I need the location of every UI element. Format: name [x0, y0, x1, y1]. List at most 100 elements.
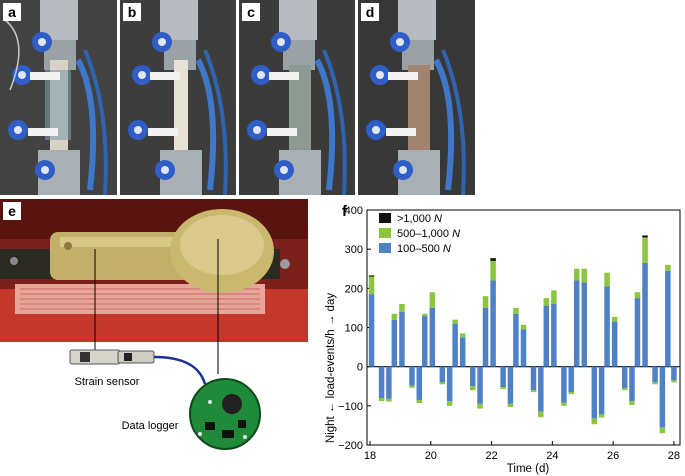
day-bar-segment	[573, 280, 580, 367]
night-bar-segment	[500, 366, 506, 388]
day-bar-segment	[429, 307, 436, 367]
day-bar-segment	[520, 324, 527, 330]
day-bar-segment	[634, 298, 641, 367]
night-bar-segment	[416, 399, 423, 404]
night-bar-segment	[591, 366, 598, 419]
test-rig-photo-c	[239, 0, 355, 195]
night-bar-segment	[386, 398, 392, 402]
day-bar-segment	[581, 282, 588, 367]
day-bar-segment	[459, 337, 466, 367]
y-axis-label: Night ← load-events/h → day	[325, 293, 337, 443]
day-bar-segment	[482, 307, 489, 367]
legend-unit: N	[443, 243, 451, 255]
panel-label-c: c	[242, 3, 260, 21]
day-bar-segment	[604, 286, 610, 367]
day-bar-segment	[543, 298, 550, 306]
x-tick-label: 28	[668, 450, 680, 462]
panel-label-a: a	[3, 3, 21, 21]
photo-panel-e: e	[0, 199, 308, 342]
day-bar-segment	[368, 275, 375, 277]
photo-panel-d: d	[358, 0, 475, 195]
night-bar-segment	[386, 366, 392, 399]
x-tick-label: 24	[546, 450, 558, 462]
test-rig-photo-b	[120, 0, 236, 195]
y-tick-label: 300	[345, 244, 363, 256]
night-bar-segment	[568, 392, 574, 395]
night-bar-segment	[530, 366, 537, 391]
day-bar-segment	[368, 276, 375, 295]
day-bar-segment	[391, 313, 398, 320]
night-bar-segment	[507, 366, 514, 404]
day-bar-segment	[513, 313, 519, 367]
day-bar-segment	[634, 292, 641, 299]
night-bar-segment	[629, 366, 635, 402]
day-bar-segment	[421, 315, 428, 367]
y-tick-label: 400	[345, 205, 363, 217]
day-bar-segment	[604, 272, 610, 287]
night-bar-segment	[598, 414, 605, 418]
legend-label: >1,000 N	[397, 213, 442, 225]
night-bar-segment	[409, 366, 415, 386]
night-bar-segment	[591, 418, 598, 425]
night-bar-segment	[538, 366, 544, 412]
day-bar-segment	[399, 304, 405, 312]
night-bar-segment	[659, 366, 666, 428]
night-bar-segment	[477, 403, 483, 409]
data-logger-label: Data logger	[122, 420, 179, 432]
night-bar-segment	[561, 402, 567, 406]
legend-label: 500–1,000 N	[397, 228, 460, 240]
night-bar-segment	[446, 366, 453, 402]
test-rig-photo-a	[0, 0, 117, 195]
photo-panel-b: b	[120, 0, 236, 195]
y-tick-label: −100	[338, 401, 363, 413]
legend-unit: N	[434, 213, 442, 225]
night-bar-segment	[671, 366, 677, 381]
x-tick-label: 18	[364, 450, 376, 462]
load-events-chart: −200 −100 0 100 200 300 400 18 20 22 24 26 28 >1,000…	[325, 205, 681, 475]
night-bar-segment	[598, 366, 605, 415]
sensor-cable	[153, 355, 207, 385]
night-bar-segment	[629, 401, 635, 406]
night-bar-segment	[409, 385, 415, 388]
night-bar-segment	[568, 366, 574, 393]
night-bar-segment	[652, 366, 658, 383]
panel-label-d: d	[361, 3, 379, 21]
night-bar-segment	[621, 366, 628, 389]
night-bar-segment	[439, 366, 446, 383]
legend-swatch	[379, 213, 391, 223]
day-bar-segment	[543, 305, 550, 367]
day-bar-segment	[551, 290, 557, 304]
day-bar-segment	[399, 311, 405, 367]
y-tick-label: −200	[338, 440, 363, 452]
strain-sensor	[69, 349, 155, 365]
photo-panel-c: c	[239, 0, 355, 195]
day-bar-segment	[520, 329, 527, 367]
x-tick-label: 26	[607, 450, 619, 462]
y-tick-label: 200	[345, 283, 363, 295]
implant-photo	[0, 199, 308, 342]
day-bar-segment	[490, 260, 496, 281]
night-bar-segment	[446, 401, 453, 406]
night-bar-segment	[439, 382, 446, 385]
night-bar-segment	[470, 366, 476, 387]
photo-panel-a: a	[0, 0, 117, 195]
data-logger-board	[189, 378, 261, 450]
day-bar-segment	[452, 319, 458, 324]
y-tick-label: 100	[345, 323, 363, 335]
day-bar-segment	[573, 268, 580, 281]
night-bar-segment	[470, 386, 476, 391]
sensor-diagram: Strain sensor Data logger	[69, 342, 261, 450]
y-tick-label: 0	[357, 362, 363, 374]
x-axis-label: Time (d)	[507, 463, 550, 475]
day-bar-segment	[642, 235, 648, 238]
day-bar-segment	[459, 333, 466, 338]
night-bar-segment	[530, 390, 537, 393]
panel-label-b: b	[123, 3, 141, 21]
legend-swatch	[379, 243, 391, 253]
strain-sensor-label: Strain sensor	[75, 376, 140, 388]
day-bar-segment	[391, 319, 398, 367]
night-bar-segment	[652, 382, 658, 385]
night-bar-segment	[621, 388, 628, 391]
night-bar-segment	[561, 366, 567, 403]
panel-label-e: e	[3, 202, 21, 220]
